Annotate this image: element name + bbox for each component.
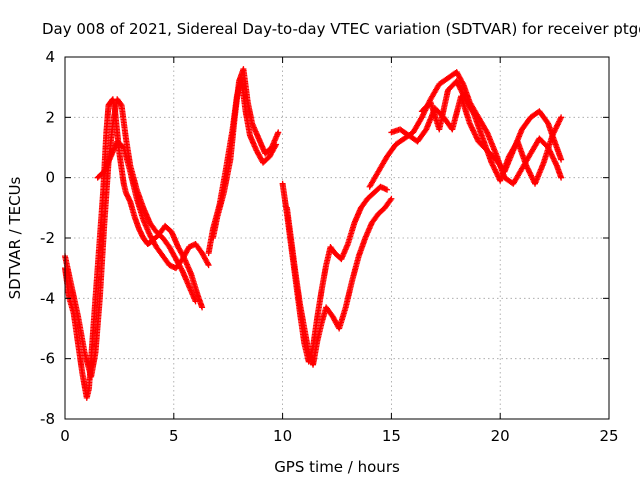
x-tick-label: 0: [60, 427, 70, 445]
x-tick-label: 10: [273, 427, 292, 445]
data-point: [558, 174, 565, 181]
y-tick-labels: -8 -6 -4 -2 0 2 4: [40, 48, 55, 428]
y-tick-label: -8: [40, 410, 55, 428]
data-series: [62, 66, 565, 401]
y-tick-label: 2: [45, 108, 55, 126]
data-point: [117, 101, 124, 108]
y-tick-label: -6: [40, 350, 55, 368]
x-tick-label: 15: [382, 427, 401, 445]
y-tick-label: 0: [45, 169, 55, 187]
data-point: [387, 197, 394, 204]
chart-title: Day 008 of 2021, Sidereal Day-to-day VTE…: [42, 20, 640, 38]
data-point: [178, 266, 185, 273]
series-7: [283, 195, 395, 368]
data-point: [273, 141, 280, 148]
data-point: [275, 129, 282, 136]
x-axis-label: GPS time / hours: [274, 458, 400, 476]
data-point: [388, 195, 395, 202]
series-10: [418, 78, 565, 187]
data-point: [205, 262, 212, 269]
data-point: [204, 260, 211, 267]
x-tick-label: 5: [169, 427, 179, 445]
grid: [65, 57, 609, 419]
x-tick-label: 20: [491, 427, 510, 445]
series-5: [205, 75, 280, 257]
axis-ticks: [64, 56, 610, 420]
data-point: [192, 298, 199, 305]
y-axis-label: SDTVAR / TECUs: [6, 176, 24, 299]
data-point: [558, 156, 565, 163]
data-point: [459, 79, 466, 86]
x-tick-label: 25: [599, 427, 618, 445]
data-point: [558, 114, 565, 121]
data-point: [199, 304, 206, 311]
series-3: [94, 138, 212, 272]
y-tick-label: 4: [45, 48, 55, 66]
data-point: [384, 186, 391, 193]
y-tick-label: -2: [40, 229, 55, 247]
data-point: [272, 142, 279, 149]
x-tick-labels: 0 5 10 15 20 25: [60, 427, 618, 445]
y-tick-label: -4: [40, 289, 55, 307]
